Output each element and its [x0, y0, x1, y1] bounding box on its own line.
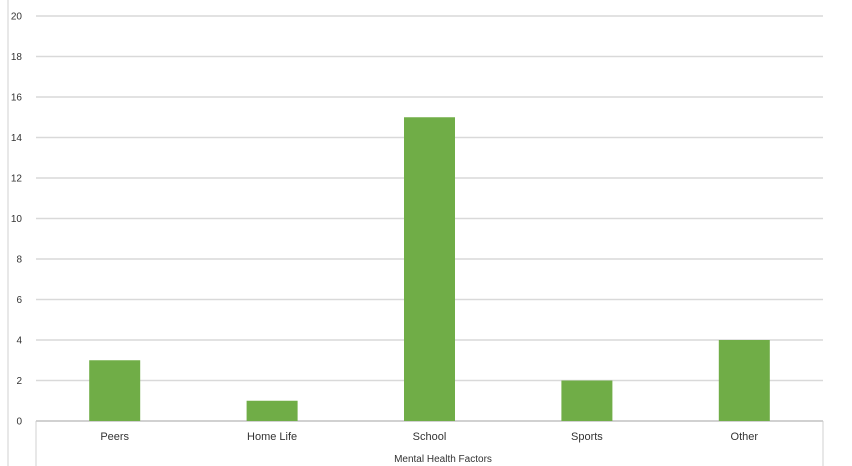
y-tick-label: 0: [16, 417, 22, 428]
bar-other: [718, 340, 770, 421]
x-category-label: Peers: [100, 431, 129, 443]
y-tick-label: 20: [11, 12, 23, 23]
x-category-label: Sports: [571, 431, 603, 443]
x-axis-title: Mental Health Factors: [394, 454, 492, 465]
y-tick-label: 2: [16, 376, 22, 387]
y-tick-label: 12: [11, 174, 23, 185]
y-axis-ticks: 0 2 4 6 8 10 12 14 16 18 20: [11, 12, 23, 428]
y-tick-label: 8: [16, 255, 22, 266]
x-category-label: Home Life: [247, 431, 297, 443]
x-axis-categories: Peers Home Life School Sports Other: [100, 431, 758, 443]
y-tick-label: 18: [11, 52, 23, 63]
y-tick-label: 6: [16, 295, 22, 306]
bar-sports: [561, 380, 613, 421]
y-tick-label: 4: [16, 336, 22, 347]
bar-school: [404, 117, 455, 421]
y-tick-label: 14: [11, 133, 23, 144]
bar-home-life: [246, 400, 298, 421]
y-tick-label: 10: [11, 214, 23, 225]
x-category-label: Other: [731, 431, 759, 443]
y-tick-label: 16: [11, 93, 23, 104]
x-category-label: School: [413, 431, 447, 443]
bars: [89, 117, 770, 421]
bar-peers: [89, 360, 141, 421]
